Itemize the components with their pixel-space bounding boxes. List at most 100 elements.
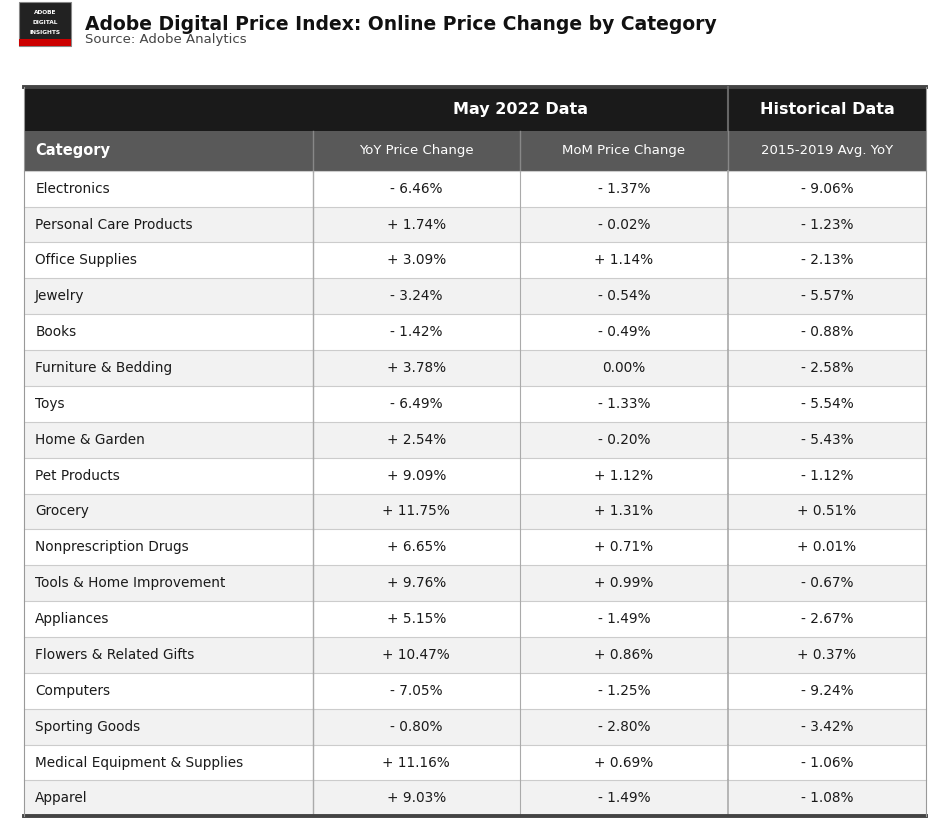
Text: - 2.13%: - 2.13% (801, 253, 853, 267)
Text: + 0.69%: + 0.69% (595, 756, 654, 770)
Text: Tools & Home Improvement: Tools & Home Improvement (35, 576, 225, 591)
Text: + 0.99%: + 0.99% (595, 576, 654, 591)
FancyBboxPatch shape (24, 131, 926, 171)
Text: DIGITAL: DIGITAL (32, 20, 58, 25)
Text: Historical Data: Historical Data (760, 102, 894, 117)
FancyBboxPatch shape (24, 566, 926, 601)
FancyBboxPatch shape (24, 637, 926, 673)
FancyBboxPatch shape (24, 673, 926, 709)
Text: - 5.43%: - 5.43% (801, 433, 853, 446)
Text: - 6.46%: - 6.46% (390, 182, 443, 196)
FancyBboxPatch shape (24, 386, 926, 421)
Text: + 0.71%: + 0.71% (595, 541, 654, 554)
FancyBboxPatch shape (24, 314, 926, 350)
Text: - 9.24%: - 9.24% (801, 684, 853, 698)
Text: - 7.05%: - 7.05% (390, 684, 443, 698)
FancyBboxPatch shape (24, 350, 926, 386)
Text: - 0.67%: - 0.67% (801, 576, 853, 591)
Text: - 2.67%: - 2.67% (801, 612, 853, 626)
Text: - 1.33%: - 1.33% (598, 397, 650, 411)
Text: - 0.02%: - 0.02% (598, 217, 650, 232)
Text: + 0.51%: + 0.51% (797, 505, 857, 518)
Text: Toys: Toys (35, 397, 65, 411)
FancyBboxPatch shape (19, 2, 71, 46)
Text: - 3.24%: - 3.24% (390, 289, 443, 303)
Text: Furniture & Bedding: Furniture & Bedding (35, 361, 172, 375)
FancyBboxPatch shape (24, 242, 926, 278)
Text: - 0.20%: - 0.20% (598, 433, 650, 446)
Text: - 2.80%: - 2.80% (598, 720, 650, 734)
Text: - 6.49%: - 6.49% (390, 397, 443, 411)
FancyBboxPatch shape (24, 278, 926, 314)
Text: Adobe Digital Price Index: Online Price Change by Category: Adobe Digital Price Index: Online Price … (85, 15, 716, 33)
Text: Category: Category (35, 143, 110, 158)
Text: + 1.31%: + 1.31% (595, 505, 654, 518)
Text: - 1.23%: - 1.23% (801, 217, 853, 232)
FancyBboxPatch shape (24, 171, 926, 207)
Text: Jewelry: Jewelry (35, 289, 85, 303)
Text: + 9.03%: + 9.03% (387, 791, 446, 806)
Text: - 0.88%: - 0.88% (801, 325, 853, 339)
Text: Appliances: Appliances (35, 612, 109, 626)
Text: Grocery: Grocery (35, 505, 89, 518)
Text: May 2022 Data: May 2022 Data (452, 102, 588, 117)
FancyBboxPatch shape (24, 457, 926, 493)
FancyBboxPatch shape (24, 421, 926, 457)
Text: + 3.78%: + 3.78% (387, 361, 446, 375)
Text: + 9.76%: + 9.76% (387, 576, 446, 591)
Text: Nonprescription Drugs: Nonprescription Drugs (35, 541, 189, 554)
Text: - 1.06%: - 1.06% (801, 756, 853, 770)
Text: Computers: Computers (35, 684, 110, 698)
Text: - 0.49%: - 0.49% (598, 325, 650, 339)
Text: INSIGHTS: INSIGHTS (29, 30, 61, 35)
Text: + 3.09%: + 3.09% (387, 253, 446, 267)
Text: + 0.37%: + 0.37% (797, 648, 857, 662)
Text: - 9.06%: - 9.06% (801, 182, 853, 196)
Text: - 2.58%: - 2.58% (801, 361, 853, 375)
FancyBboxPatch shape (24, 601, 926, 637)
FancyBboxPatch shape (24, 781, 926, 816)
Text: + 6.65%: + 6.65% (387, 541, 446, 554)
Text: + 0.86%: + 0.86% (595, 648, 654, 662)
Text: - 3.42%: - 3.42% (801, 720, 853, 734)
Text: + 1.14%: + 1.14% (595, 253, 654, 267)
Text: Home & Garden: Home & Garden (35, 433, 145, 446)
Text: + 11.16%: + 11.16% (383, 756, 450, 770)
Text: Personal Care Products: Personal Care Products (35, 217, 193, 232)
Text: MoM Price Change: MoM Price Change (562, 144, 686, 157)
Text: Electronics: Electronics (35, 182, 110, 196)
Text: - 1.25%: - 1.25% (598, 684, 650, 698)
FancyBboxPatch shape (24, 530, 926, 566)
FancyBboxPatch shape (24, 745, 926, 781)
Text: - 0.80%: - 0.80% (390, 720, 443, 734)
FancyBboxPatch shape (24, 87, 926, 131)
Text: - 1.49%: - 1.49% (598, 612, 650, 626)
Text: Medical Equipment & Supplies: Medical Equipment & Supplies (35, 756, 243, 770)
Text: Sporting Goods: Sporting Goods (35, 720, 141, 734)
Text: 2015-2019 Avg. YoY: 2015-2019 Avg. YoY (761, 144, 893, 157)
Text: Books: Books (35, 325, 76, 339)
Text: - 1.37%: - 1.37% (598, 182, 650, 196)
Text: - 5.57%: - 5.57% (801, 289, 853, 303)
Text: + 9.09%: + 9.09% (387, 469, 446, 482)
Text: + 5.15%: + 5.15% (387, 612, 446, 626)
Text: - 5.54%: - 5.54% (801, 397, 853, 411)
FancyBboxPatch shape (19, 39, 71, 46)
Text: YoY Price Change: YoY Price Change (359, 144, 474, 157)
Text: + 1.12%: + 1.12% (595, 469, 654, 482)
Text: Pet Products: Pet Products (35, 469, 120, 482)
Text: - 0.54%: - 0.54% (598, 289, 650, 303)
Text: + 1.74%: + 1.74% (387, 217, 446, 232)
Text: 0.00%: 0.00% (602, 361, 646, 375)
Text: - 1.42%: - 1.42% (390, 325, 443, 339)
Text: + 0.01%: + 0.01% (797, 541, 857, 554)
Text: - 1.12%: - 1.12% (801, 469, 853, 482)
Text: + 10.47%: + 10.47% (383, 648, 450, 662)
FancyBboxPatch shape (24, 709, 926, 745)
FancyBboxPatch shape (24, 207, 926, 242)
Text: Flowers & Related Gifts: Flowers & Related Gifts (35, 648, 195, 662)
Text: ADOBE: ADOBE (34, 9, 56, 14)
Text: Apparel: Apparel (35, 791, 87, 806)
Text: + 11.75%: + 11.75% (383, 505, 450, 518)
Text: - 1.08%: - 1.08% (801, 791, 853, 806)
